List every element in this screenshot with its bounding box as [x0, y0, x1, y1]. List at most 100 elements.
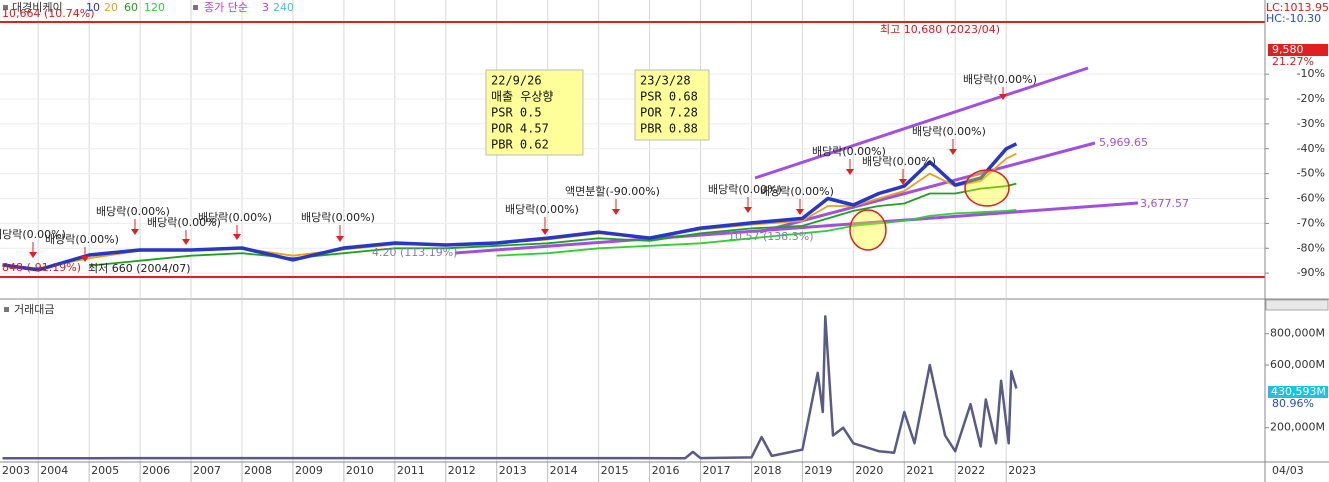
- legend-item: 3: [262, 1, 269, 14]
- event-arrowhead: [612, 209, 620, 215]
- legend-item: 10: [86, 1, 100, 14]
- plot: [2, 142, 1018, 460]
- note-text: 22/9/26: [491, 74, 542, 88]
- y-tick-label: -40%: [1297, 142, 1325, 155]
- event-arrowhead: [131, 229, 139, 235]
- y-tick-label: -60%: [1297, 192, 1325, 205]
- lc-label: LC:1013.95: [1266, 1, 1329, 14]
- event-arrowhead: [899, 179, 907, 185]
- last-price-box: [1268, 44, 1328, 56]
- low-label: 최저 660 (2004/07): [88, 262, 191, 275]
- event-label: 배당락(0.00%): [812, 145, 886, 158]
- date-label: 04/03: [1272, 464, 1304, 477]
- high-ref-label: 10,664 (10.74%): [2, 7, 95, 20]
- x-tick-label: 2022: [957, 464, 985, 477]
- y-tick-label: -30%: [1297, 117, 1325, 130]
- x-tick-label: 2015: [601, 464, 629, 477]
- last-change: 21.27%: [1272, 55, 1314, 68]
- x-tick-label: 2013: [499, 464, 527, 477]
- y-tick-label: -50%: [1297, 167, 1325, 180]
- note-text: POR 7.28: [640, 106, 698, 120]
- x-tick-label: 2012: [448, 464, 476, 477]
- x-tick-label: 2016: [652, 464, 680, 477]
- price-note: 10.57 (138.3%): [728, 230, 814, 243]
- x-tick-label: 2017: [703, 464, 731, 477]
- last-volume-change: 80.96%: [1272, 397, 1314, 410]
- trend-label: 3,677.57: [1140, 197, 1189, 210]
- event-label: 배당락(0.00%): [862, 155, 936, 168]
- hc-label: HC:-10.30: [1266, 12, 1321, 25]
- event-label: 액면분할(-90.00%): [565, 185, 660, 198]
- note-box: [485, 69, 584, 156]
- event-label: 배당락(0.00%): [0, 228, 66, 241]
- x-tick-label: 2006: [142, 464, 170, 477]
- y-tick-label: 200,000M: [1270, 421, 1325, 434]
- volume-line: [2, 315, 1018, 460]
- event-arrowhead: [796, 209, 804, 215]
- x-tick-label: 2010: [346, 464, 374, 477]
- x-tick-label: 2008: [244, 464, 272, 477]
- legend-title: 종가 단순: [204, 1, 248, 14]
- y-tick-label: -70%: [1297, 216, 1325, 229]
- event-label: 배당락(0.00%): [96, 205, 170, 218]
- y-tick-label: -20%: [1297, 92, 1325, 105]
- x-tick-label: 2009: [295, 464, 323, 477]
- x-tick-label: 2020: [855, 464, 883, 477]
- event-label: 배당락(0.00%): [147, 216, 221, 229]
- event-label: 배당락(0.00%): [708, 183, 782, 196]
- event-arrowhead: [336, 236, 344, 242]
- note-text: POR 4.57: [491, 122, 549, 136]
- event-arrowhead: [949, 149, 957, 155]
- trend-lines: [454, 66, 1139, 255]
- x-tick-label: 2007: [193, 464, 221, 477]
- note-text: PBR 0.62: [491, 138, 549, 152]
- event-arrowhead: [846, 169, 854, 175]
- legend-item: 240: [273, 1, 294, 14]
- event-arrowhead: [233, 234, 241, 240]
- panel-icon: [4, 307, 9, 312]
- x-tick-label: 2014: [550, 464, 578, 477]
- event-label: 배당락(0.00%): [963, 73, 1037, 86]
- high-label: 최고 10,680 (2023/04): [880, 23, 1000, 36]
- last-price: 9,580: [1272, 43, 1304, 56]
- event-arrowhead: [541, 229, 549, 235]
- panel-button[interactable]: [1265, 299, 1329, 311]
- event-label: 배당락(0.00%): [301, 211, 375, 224]
- series-line: [2, 142, 1018, 272]
- highlight-circle: [849, 209, 887, 251]
- legend-title: 대경비케이: [12, 1, 63, 14]
- legend-item: 120: [144, 1, 165, 14]
- trend-label: 5,969.65: [1099, 136, 1148, 149]
- event-arrowhead: [744, 207, 752, 213]
- legend-item: 20: [104, 1, 118, 14]
- event-label: 배당락(0.00%): [505, 203, 579, 216]
- note-text: PSR 0.68: [640, 90, 698, 104]
- x-tick-label: 2021: [906, 464, 934, 477]
- x-tick-label: 2018: [753, 464, 781, 477]
- y-tick-label: -90%: [1297, 266, 1325, 279]
- x-tick-label: 2004: [40, 464, 68, 477]
- note-text: 매출 우상향: [491, 90, 553, 104]
- last-volume: 430,593M: [1271, 385, 1326, 398]
- event-label: 배당락(0.00%): [45, 233, 119, 246]
- legend-icon: [3, 5, 8, 10]
- x-tick-label: 2019: [804, 464, 832, 477]
- x-tick-label: 2023: [1008, 464, 1036, 477]
- event-arrowhead: [999, 94, 1007, 100]
- y-tick-label: 600,000M: [1270, 358, 1325, 371]
- trend-line: [454, 201, 1139, 255]
- x-tick-label: 2011: [397, 464, 425, 477]
- event-arrowhead: [29, 252, 37, 258]
- y-tick-label: -10%: [1297, 67, 1325, 80]
- low-ref-label: 848 (-91.19%): [2, 261, 81, 274]
- x-tick-label: 2005: [91, 464, 119, 477]
- trend-line: [754, 66, 1089, 180]
- event-arrowhead: [182, 239, 190, 245]
- x-tick-label: 2003: [2, 464, 30, 477]
- legend-item: 60: [124, 1, 138, 14]
- note-text: PBR 0.88: [640, 122, 698, 136]
- event-label: 배당락(0.00%): [760, 185, 834, 198]
- event-label: 배당락(0.00%): [912, 125, 986, 138]
